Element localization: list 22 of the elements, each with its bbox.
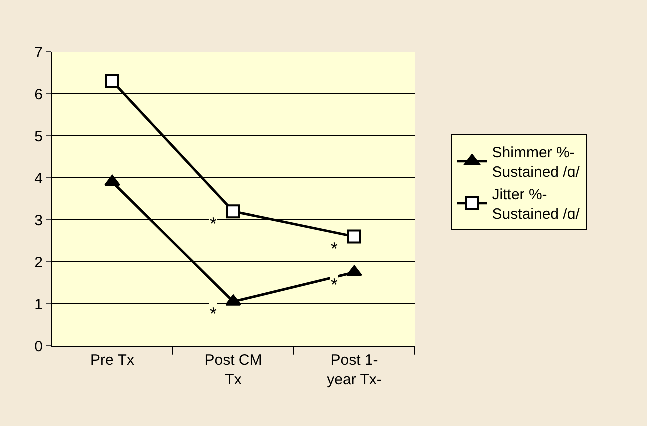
legend-label: Jitter %- Sustained /ɑ/ [492,186,581,223]
y-tick-label: 3 [34,212,43,230]
point [106,74,120,88]
y-tick-label: 0 [34,338,43,356]
point [104,175,120,186]
y-tick-label: 1 [34,296,43,314]
x-tick-label: Post 1- year Tx- [327,352,382,388]
y-tick-label: 6 [34,86,43,104]
legend-label: Shimmer %- Sustained /ɑ/ [492,144,581,181]
annotation: * [210,304,218,324]
x-tick-label: Post CM Tx [204,352,262,388]
x-tick-label: Pre Tx [90,352,135,369]
point [348,230,362,244]
annotation: * [331,239,338,259]
point [226,204,240,219]
y-tick-label: 4 [34,170,43,188]
annotation: * [331,275,338,295]
point [226,294,242,306]
annotation: * [210,214,218,234]
y-tick-label: 5 [34,128,43,146]
y-tick-label: 2 [34,254,43,272]
y-tick-label: 7 [34,44,43,62]
